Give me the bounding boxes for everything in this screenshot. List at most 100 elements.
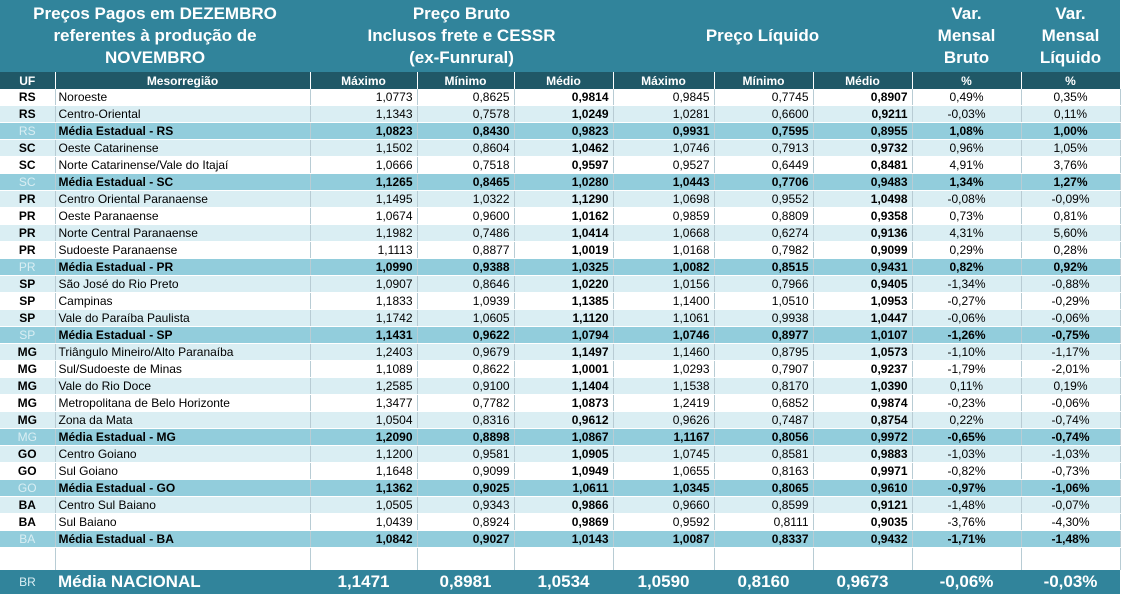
cell-lmin: 0,8581	[714, 445, 814, 463]
cell-uf: SP	[0, 292, 56, 310]
cell-lmin: 0,7913	[714, 139, 814, 157]
var-liq-line1: Var.	[1055, 4, 1086, 23]
cell-vb: 0,29%	[912, 241, 1022, 259]
cell-lmed: 0,9121	[813, 496, 913, 514]
cell-bmax: 1,2585	[310, 377, 418, 395]
national-var-bruto: -0,06%	[912, 570, 1021, 594]
cell-bmin: 0,8316	[417, 411, 515, 429]
cell-bmax: 1,0505	[310, 496, 418, 514]
national-liq-med: 0,9673	[813, 570, 912, 594]
cell-bmax: 1,1113	[310, 241, 418, 259]
cell-lmed: 1,0107	[813, 326, 913, 344]
cell-uf: PR	[0, 207, 56, 225]
cell-meso: Sul Goiano	[55, 462, 311, 480]
cell-lmax: 1,1460	[613, 343, 715, 361]
cell-vb: -1,10%	[912, 343, 1022, 361]
state-average-row: PR Média Estadual - PR 1,0990 0,9388 1,0325 1…	[0, 258, 1121, 276]
cell-meso: Vale do Rio Doce	[55, 377, 311, 395]
cell-bmed: 1,0143	[514, 530, 614, 548]
cell-bmax: 1,0907	[310, 275, 418, 293]
cell-vl: 1,05%	[1021, 139, 1121, 157]
cell-bmax: 1,2403	[310, 343, 418, 361]
cell-vl: 0,81%	[1021, 207, 1121, 225]
cell-lmax: 1,1167	[613, 428, 715, 446]
cell-bmin: 0,8430	[417, 122, 515, 140]
national-row: BR Média NACIONAL 1,1471 0,8981 1,0534 1…	[0, 570, 1120, 594]
table-row: SP São José do Rio Preto 1,0907 0,8646 1,022…	[0, 275, 1121, 293]
cell-vb: -1,26%	[912, 326, 1022, 344]
cell-lmin: 0,7706	[714, 173, 814, 191]
cell-lmax: 1,0745	[613, 445, 715, 463]
col-bruto-med: Médio	[514, 72, 614, 89]
cell-uf: PR	[0, 190, 56, 208]
cell-lmax: 1,0345	[613, 479, 715, 497]
cell-vl: -1,48%	[1021, 530, 1121, 548]
cell-bmed: 0,9869	[514, 513, 614, 531]
cell-lmed: 1,0447	[813, 309, 913, 327]
cell-uf: BA	[0, 496, 56, 514]
cell-lmin: 0,8065	[714, 479, 814, 497]
cell-vl: -1,17%	[1021, 343, 1121, 361]
cell-meso: Centro Sul Baiano	[55, 496, 311, 514]
table-row: SC Norte Catarinense/Vale do Itajaí 1,0666…	[0, 156, 1121, 174]
cell-meso: Média Estadual - PR	[55, 258, 311, 276]
cell-vl: -0,29%	[1021, 292, 1121, 310]
cell-lmed: 0,9099	[813, 241, 913, 259]
cell-uf: PR	[0, 224, 56, 242]
cell-bmin: 0,9622	[417, 326, 515, 344]
cell-lmed: 0,9883	[813, 445, 913, 463]
cell-bmin: 0,8625	[417, 89, 515, 106]
table-row: GO Sul Goiano 1,1648 0,9099 1,0949 1,0655 0,81…	[0, 462, 1121, 480]
liquido-header: Preço Líquido	[613, 0, 912, 72]
cell-vb: -1,79%	[912, 360, 1022, 378]
cell-uf: MG	[0, 394, 56, 412]
bruto-header: Preço Bruto Inclusos frete e CESSR (ex-F…	[310, 0, 613, 72]
cell-bmed: 1,0905	[514, 445, 614, 463]
cell-lmed: 0,9035	[813, 513, 913, 531]
cell-meso: Sul/Sudoeste de Minas	[55, 360, 311, 378]
cell-vl: 0,92%	[1021, 258, 1121, 276]
national-uf: BR	[0, 570, 55, 594]
cell-uf: SC	[0, 139, 56, 157]
national-liq-max: 1,0590	[613, 570, 714, 594]
cell-vb: 0,11%	[912, 377, 1022, 395]
cell-bmed: 1,0794	[514, 326, 614, 344]
table-row: RS Noroeste 1,0773 0,8625 0,9814 0,9845 0,7745…	[0, 89, 1121, 106]
cell-lmed: 0,9874	[813, 394, 913, 412]
cell-vl: -0,74%	[1021, 411, 1121, 429]
table-row: PR Centro Oriental Paranaense 1,1495 1,0322…	[0, 190, 1121, 208]
cell-vl: -0,88%	[1021, 275, 1121, 293]
cell-lmin: 0,8599	[714, 496, 814, 514]
cell-lmax: 1,0281	[613, 105, 715, 123]
cell-bmax: 1,1200	[310, 445, 418, 463]
table-row: MG Vale do Rio Doce 1,2585 0,9100 1,1404 1,15…	[0, 377, 1121, 395]
cell-bmin: 1,0605	[417, 309, 515, 327]
cell-vl: -0,74%	[1021, 428, 1121, 446]
var-bruto-line1: Var.	[951, 4, 982, 23]
cell-vl: 0,35%	[1021, 89, 1121, 106]
cell-bmin: 0,7486	[417, 224, 515, 242]
cell-lmed: 0,9483	[813, 173, 913, 191]
cell-uf: MG	[0, 377, 56, 395]
cell-uf: PR	[0, 241, 56, 259]
cell-lmin: 0,9552	[714, 190, 814, 208]
cell-vb: 0,73%	[912, 207, 1022, 225]
cell-meso: São José do Rio Preto	[55, 275, 311, 293]
cell-lmed: 1,0573	[813, 343, 913, 361]
cell-lmin: 0,6852	[714, 394, 814, 412]
cell-lmed: 1,0390	[813, 377, 913, 395]
cell-vl: 0,19%	[1021, 377, 1121, 395]
cell-lmed: 0,8754	[813, 411, 913, 429]
cell-bmax: 1,1502	[310, 139, 418, 157]
cell-bmax: 1,1431	[310, 326, 418, 344]
cell-vl: -4,30%	[1021, 513, 1121, 531]
cell-vb: -0,65%	[912, 428, 1022, 446]
cell-bmed: 1,0867	[514, 428, 614, 446]
table-row: PR Norte Central Paranaense 1,1982 0,7486 1,…	[0, 224, 1121, 242]
cell-meso: Centro Goiano	[55, 445, 311, 463]
cell-bmax: 1,3477	[310, 394, 418, 412]
table-row: PR Oeste Paranaense 1,0674 0,9600 1,0162 0,98…	[0, 207, 1121, 225]
cell-vl: 0,11%	[1021, 105, 1121, 123]
cell-lmax: 1,1538	[613, 377, 715, 395]
